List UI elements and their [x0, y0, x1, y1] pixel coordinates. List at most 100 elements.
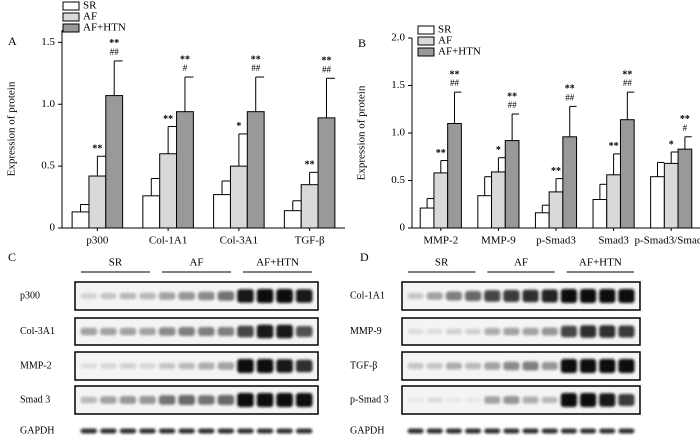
bar — [283, 210, 302, 229]
blot-band — [100, 327, 117, 336]
blot-band — [407, 363, 424, 369]
bar — [447, 123, 462, 229]
x-tick-label: Smad3 — [598, 235, 629, 247]
significance-vs-af: ## — [110, 47, 120, 57]
bar — [592, 199, 608, 229]
significance-vs-af: ## — [450, 78, 460, 88]
row-label: Col-1A1 — [350, 290, 385, 301]
blot-band — [522, 289, 539, 303]
x-tick-label: p300 — [86, 235, 109, 247]
row-label: TGF-β — [350, 360, 377, 371]
significance: * — [496, 145, 501, 156]
significance: ** — [180, 54, 190, 65]
significance: ** — [551, 166, 561, 177]
blot-band — [198, 291, 215, 301]
legend-swatch — [62, 12, 80, 22]
bar — [477, 195, 493, 229]
blot-band — [139, 363, 156, 369]
significance-vs-af: ## — [508, 100, 518, 110]
blot-band — [80, 293, 98, 299]
blot-band — [522, 396, 539, 404]
significance: ** — [450, 69, 460, 80]
blot-band — [80, 363, 98, 369]
blot-band — [178, 428, 195, 434]
blot-band — [445, 428, 462, 434]
blot-band — [503, 361, 520, 371]
panel-label: D — [360, 250, 369, 264]
legend-label: SR — [83, 0, 97, 12]
blot-band — [426, 329, 443, 334]
blot-band — [158, 327, 176, 336]
blot-band — [503, 327, 520, 336]
blot-band — [119, 327, 137, 336]
y-tick-label: 1.0 — [41, 98, 55, 110]
bar — [142, 195, 161, 229]
y-axis-label: Expression of protein — [6, 81, 18, 176]
blot-band — [119, 363, 137, 369]
significance: ** — [565, 84, 575, 95]
blot-band — [407, 329, 424, 334]
significance-vs-af: ## — [565, 92, 575, 102]
legend-label: AF+HTN — [83, 22, 126, 34]
blot-band — [256, 393, 274, 407]
bar — [650, 176, 665, 229]
blot-band — [139, 327, 156, 336]
blot-band — [295, 428, 313, 434]
y-tick-label: 1.5 — [391, 79, 405, 91]
x-tick-label: p-Smad3 — [536, 235, 576, 247]
blot-band — [256, 359, 274, 373]
blot-band — [158, 292, 176, 300]
blot-band — [618, 428, 635, 434]
blot-band — [580, 289, 597, 303]
blot-band — [119, 396, 137, 404]
blot-band — [237, 393, 254, 407]
bar — [619, 119, 635, 229]
significance-vs-af: ## — [623, 78, 633, 88]
blot-band — [580, 359, 597, 373]
blot-band — [139, 292, 156, 300]
blot-band — [217, 327, 235, 336]
bar — [534, 212, 550, 229]
blot-band — [465, 291, 482, 301]
panel-label: A — [8, 34, 17, 48]
significance: ** — [609, 141, 619, 152]
panel-label: C — [8, 250, 16, 264]
blot-band — [560, 428, 577, 434]
significance-vs-af: ## — [322, 64, 332, 74]
blot-band — [599, 428, 616, 434]
blot-band — [484, 396, 501, 404]
legend-label: AF — [83, 11, 97, 23]
bar — [433, 172, 449, 229]
blot-band — [560, 289, 577, 303]
significance: ** — [622, 69, 632, 80]
bar — [548, 191, 564, 229]
blot-band — [139, 396, 156, 404]
row-label: Col-3A1 — [20, 326, 55, 337]
blot-band — [426, 292, 443, 300]
y-tick-label: 1.5 — [41, 36, 55, 48]
blot-band — [426, 428, 443, 434]
blot-band — [256, 324, 274, 339]
significance: * — [236, 121, 241, 132]
blot-band — [618, 359, 635, 373]
blot-band — [445, 397, 462, 403]
significance: ** — [436, 148, 446, 159]
blot-band — [276, 359, 293, 373]
row-label: p300 — [20, 290, 40, 301]
group-label: SR — [435, 257, 449, 269]
blot-band — [560, 359, 577, 373]
blot-band — [541, 428, 558, 434]
blot-band — [445, 362, 462, 370]
blot-band — [80, 428, 98, 434]
bar — [562, 136, 578, 229]
row-label: GAPDH — [350, 425, 384, 436]
blot-band — [522, 327, 539, 336]
blot-band — [560, 393, 577, 407]
x-tick-label: TGF-β — [295, 235, 325, 247]
blot-band — [445, 328, 462, 335]
bar — [105, 95, 124, 229]
row-label: Smad 3 — [20, 394, 50, 405]
bar — [229, 165, 248, 229]
blot-band — [580, 325, 597, 338]
blot-band — [119, 428, 137, 434]
